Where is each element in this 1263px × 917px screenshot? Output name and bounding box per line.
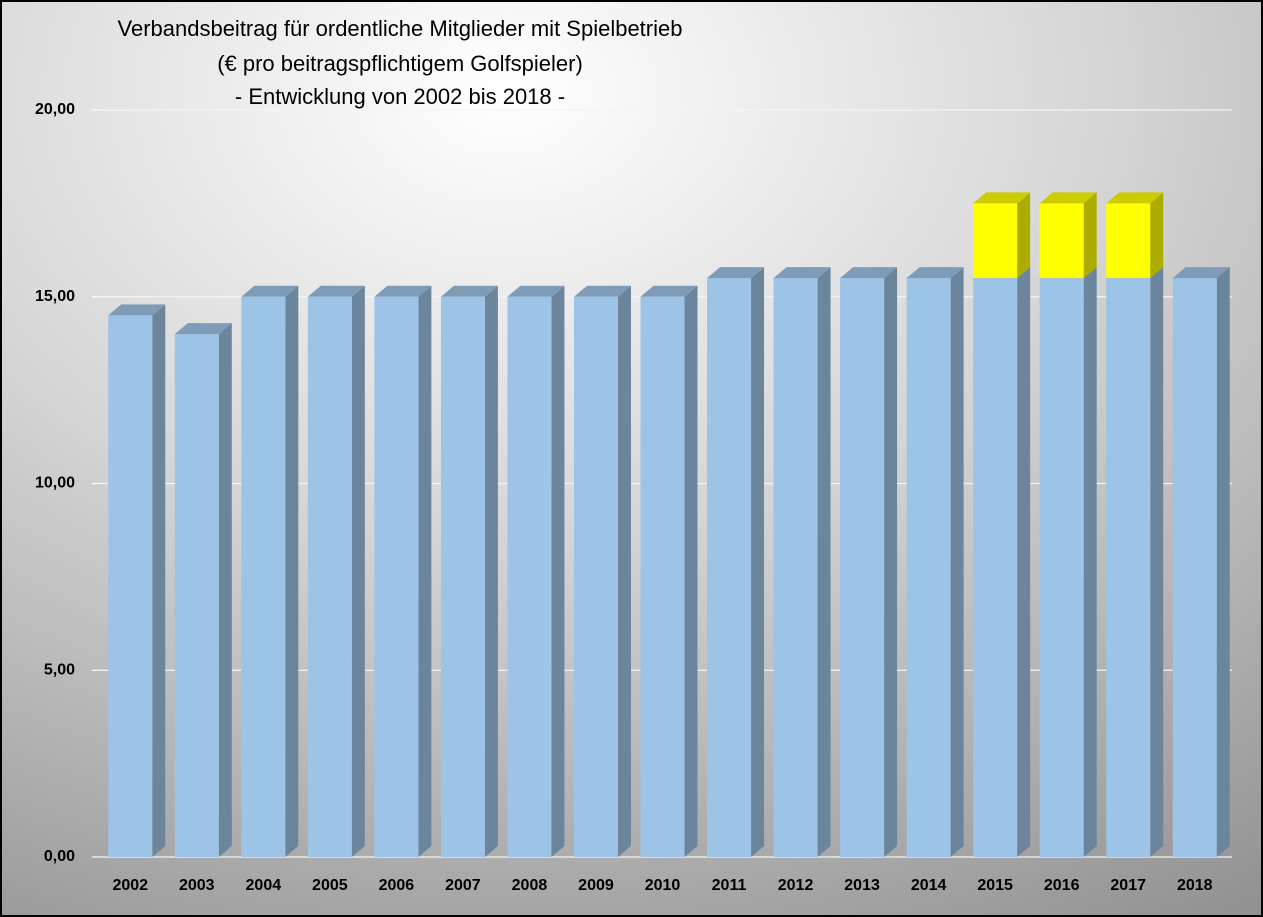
bar-top	[108, 304, 166, 316]
bar	[1039, 278, 1084, 857]
bar-side	[1083, 267, 1097, 857]
bar-top	[906, 267, 964, 279]
bar-top	[973, 192, 1031, 204]
bar-side	[351, 285, 365, 857]
bar	[906, 278, 951, 857]
bar-side	[884, 267, 898, 857]
bar	[973, 203, 1018, 279]
y-tick-label: 15,00	[35, 288, 75, 305]
bar-side	[1017, 267, 1031, 857]
bar	[707, 278, 752, 857]
bar	[1106, 203, 1151, 279]
x-tick-label: 2014	[911, 877, 947, 894]
bar	[241, 296, 286, 857]
x-tick-label: 2013	[844, 877, 880, 894]
bar-top	[840, 267, 898, 279]
x-tick-label: 2004	[246, 877, 282, 894]
x-tick-label: 2002	[112, 877, 148, 894]
bar-side	[1083, 192, 1097, 279]
x-tick-label: 2010	[645, 877, 681, 894]
bar-side	[484, 285, 498, 857]
x-tick-label: 2006	[379, 877, 415, 894]
bar-top	[1039, 192, 1097, 204]
bar-side	[817, 267, 831, 857]
chart-title: (€ pro beitragspflichtigem Golfspieler)	[217, 51, 583, 76]
bar	[973, 278, 1018, 857]
chart-title: Verbandsbeitrag für ordentliche Mitglied…	[118, 16, 683, 41]
y-tick-label: 10,00	[35, 475, 75, 492]
bar-top	[573, 285, 631, 297]
bar-top	[440, 285, 498, 297]
bar	[1172, 278, 1217, 857]
x-tick-label: 2011	[712, 877, 747, 894]
x-tick-label: 2012	[778, 877, 814, 894]
bar-top	[174, 323, 232, 335]
bar	[174, 334, 219, 858]
bar	[840, 278, 885, 857]
bar	[507, 296, 552, 857]
bar-side	[1017, 192, 1031, 279]
x-tick-label: 2018	[1177, 877, 1213, 894]
bar-side	[617, 285, 631, 857]
x-tick-label: 2015	[977, 877, 1013, 894]
bar	[573, 296, 618, 857]
chart-title: - Entwicklung von 2002 bis 2018 -	[235, 84, 565, 109]
bar-side	[950, 267, 964, 857]
bar-side	[1150, 192, 1164, 279]
bar-side	[418, 285, 432, 857]
x-tick-label: 2003	[179, 877, 215, 894]
bar-side	[1150, 267, 1164, 857]
bar-side	[285, 285, 299, 857]
bar-top	[374, 285, 432, 297]
x-tick-label: 2007	[445, 877, 481, 894]
y-tick-label: 20,00	[35, 101, 75, 118]
bar-side	[1216, 267, 1230, 857]
bar-top	[307, 285, 365, 297]
bar-side	[751, 267, 765, 857]
x-tick-label: 2009	[578, 877, 614, 894]
bar-top	[707, 267, 765, 279]
bar-side	[551, 285, 565, 857]
bar	[773, 278, 818, 857]
bar-top	[507, 285, 565, 297]
bar-side	[152, 304, 166, 857]
y-tick-label: 5,00	[44, 661, 75, 678]
bar	[307, 296, 352, 857]
bar-top	[773, 267, 831, 279]
bar	[108, 315, 153, 857]
y-tick-label: 0,00	[44, 848, 75, 865]
x-tick-label: 2005	[312, 877, 348, 894]
bar-top	[241, 285, 299, 297]
bar	[374, 296, 419, 857]
bar	[440, 296, 485, 857]
bar-top	[640, 285, 698, 297]
bar	[640, 296, 685, 857]
bar	[1106, 278, 1151, 857]
bar	[1039, 203, 1084, 279]
x-tick-label: 2008	[512, 877, 548, 894]
bar-top	[1172, 267, 1230, 279]
bar-top	[1106, 192, 1164, 204]
bar-side	[684, 285, 698, 857]
bar-side	[218, 323, 232, 858]
x-tick-label: 2016	[1044, 877, 1080, 894]
x-tick-label: 2017	[1110, 877, 1146, 894]
